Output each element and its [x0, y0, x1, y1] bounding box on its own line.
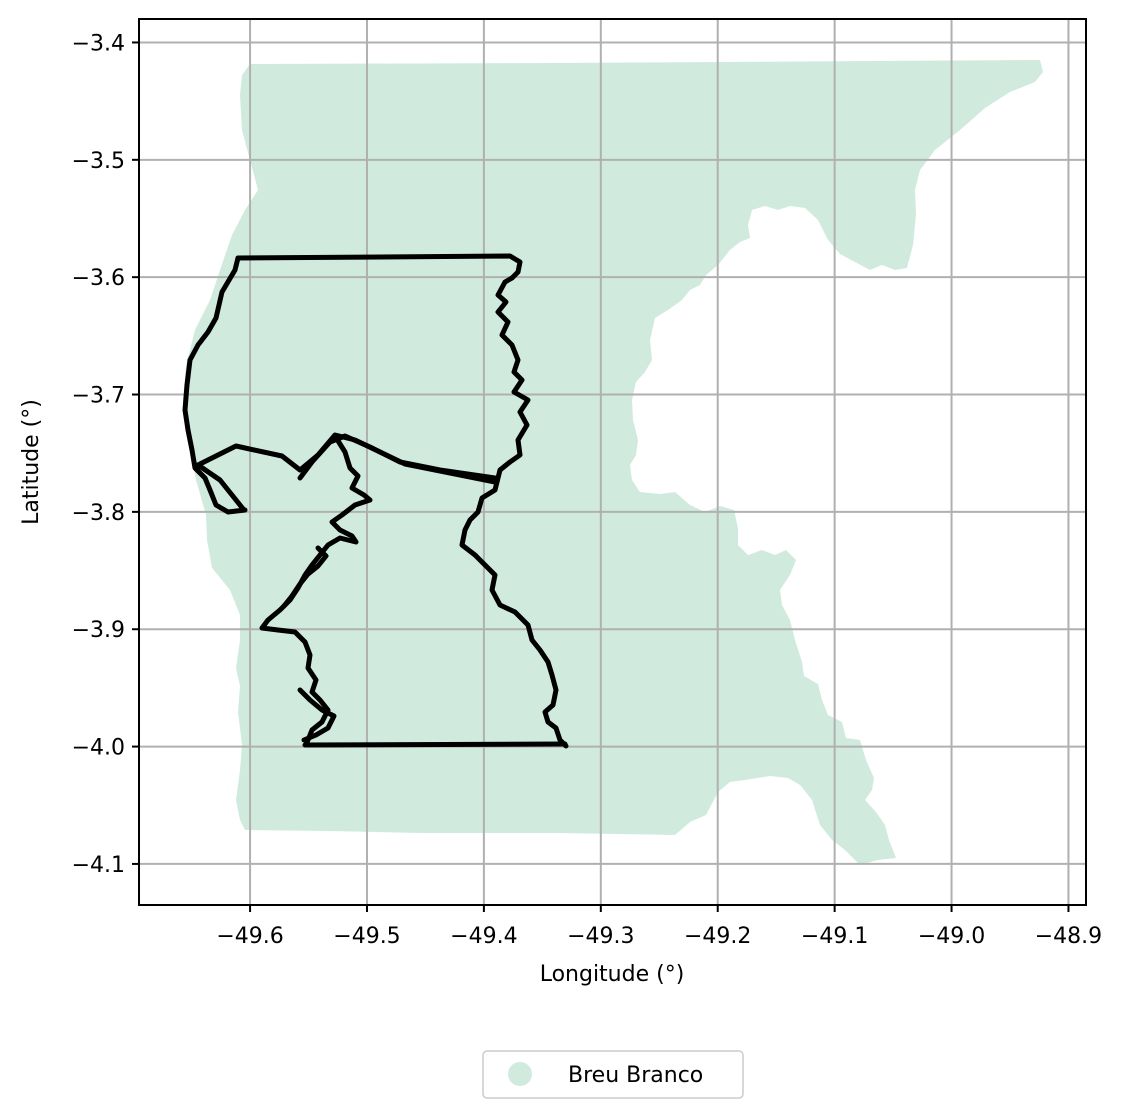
- western-river-meander-a: [281, 545, 329, 609]
- boundary-outlines: [182, 253, 569, 749]
- y-tick-label: −4.1: [72, 853, 125, 878]
- axes-frame: [138, 18, 1087, 906]
- breu-branco-region: [183, 60, 1043, 865]
- x-tick-label: −49.3: [567, 924, 634, 949]
- y-axis-title: Latitude (°): [19, 399, 44, 525]
- y-tick-label: −3.8: [72, 501, 125, 526]
- x-tick-label: −49.6: [216, 924, 283, 949]
- y-axis-ticks: −3.4 −3.5 −3.6 −3.7 −3.8 −3.9 −4.0 −4.1: [72, 31, 139, 878]
- central-road-link: [195, 462, 247, 513]
- y-tick-label: −3.9: [72, 618, 125, 643]
- legend-box: [482, 1050, 744, 1099]
- central-road-south: [297, 433, 498, 481]
- y-tick-label: −3.6: [72, 266, 125, 291]
- y-tick-label: −3.4: [72, 31, 125, 56]
- y-tick-label: −3.7: [72, 384, 125, 409]
- x-tick-label: −49.2: [684, 924, 751, 949]
- legend-label-breu-branco: Breu Branco: [568, 1063, 703, 1088]
- legend-marker-breu-branco: [508, 1062, 532, 1086]
- western-river-meander-b: [297, 687, 337, 743]
- x-tick-label: −49.4: [450, 924, 517, 949]
- x-axis-ticks: −49.6 −49.5 −49.4 −49.3 −49.2 −49.1 −49.0 −48.9: [216, 905, 1102, 949]
- x-tick-label: −49.5: [333, 924, 400, 949]
- southern-boundary-line: [302, 741, 568, 748]
- y-tick-label: −4.0: [72, 736, 125, 761]
- grid-lines: [139, 19, 1086, 905]
- x-tick-label: −48.9: [1035, 924, 1102, 949]
- x-axis-title: Longitude (°): [540, 962, 685, 987]
- northern-boundary-line: [235, 253, 523, 281]
- western-boundary-line: [182, 255, 248, 515]
- y-tick-label: −3.5: [72, 149, 125, 174]
- eastern-river-boundary: [459, 275, 569, 749]
- legend: Breu Branco: [482, 1050, 744, 1099]
- x-tick-label: −49.0: [918, 924, 985, 949]
- x-tick-label: −49.1: [801, 924, 868, 949]
